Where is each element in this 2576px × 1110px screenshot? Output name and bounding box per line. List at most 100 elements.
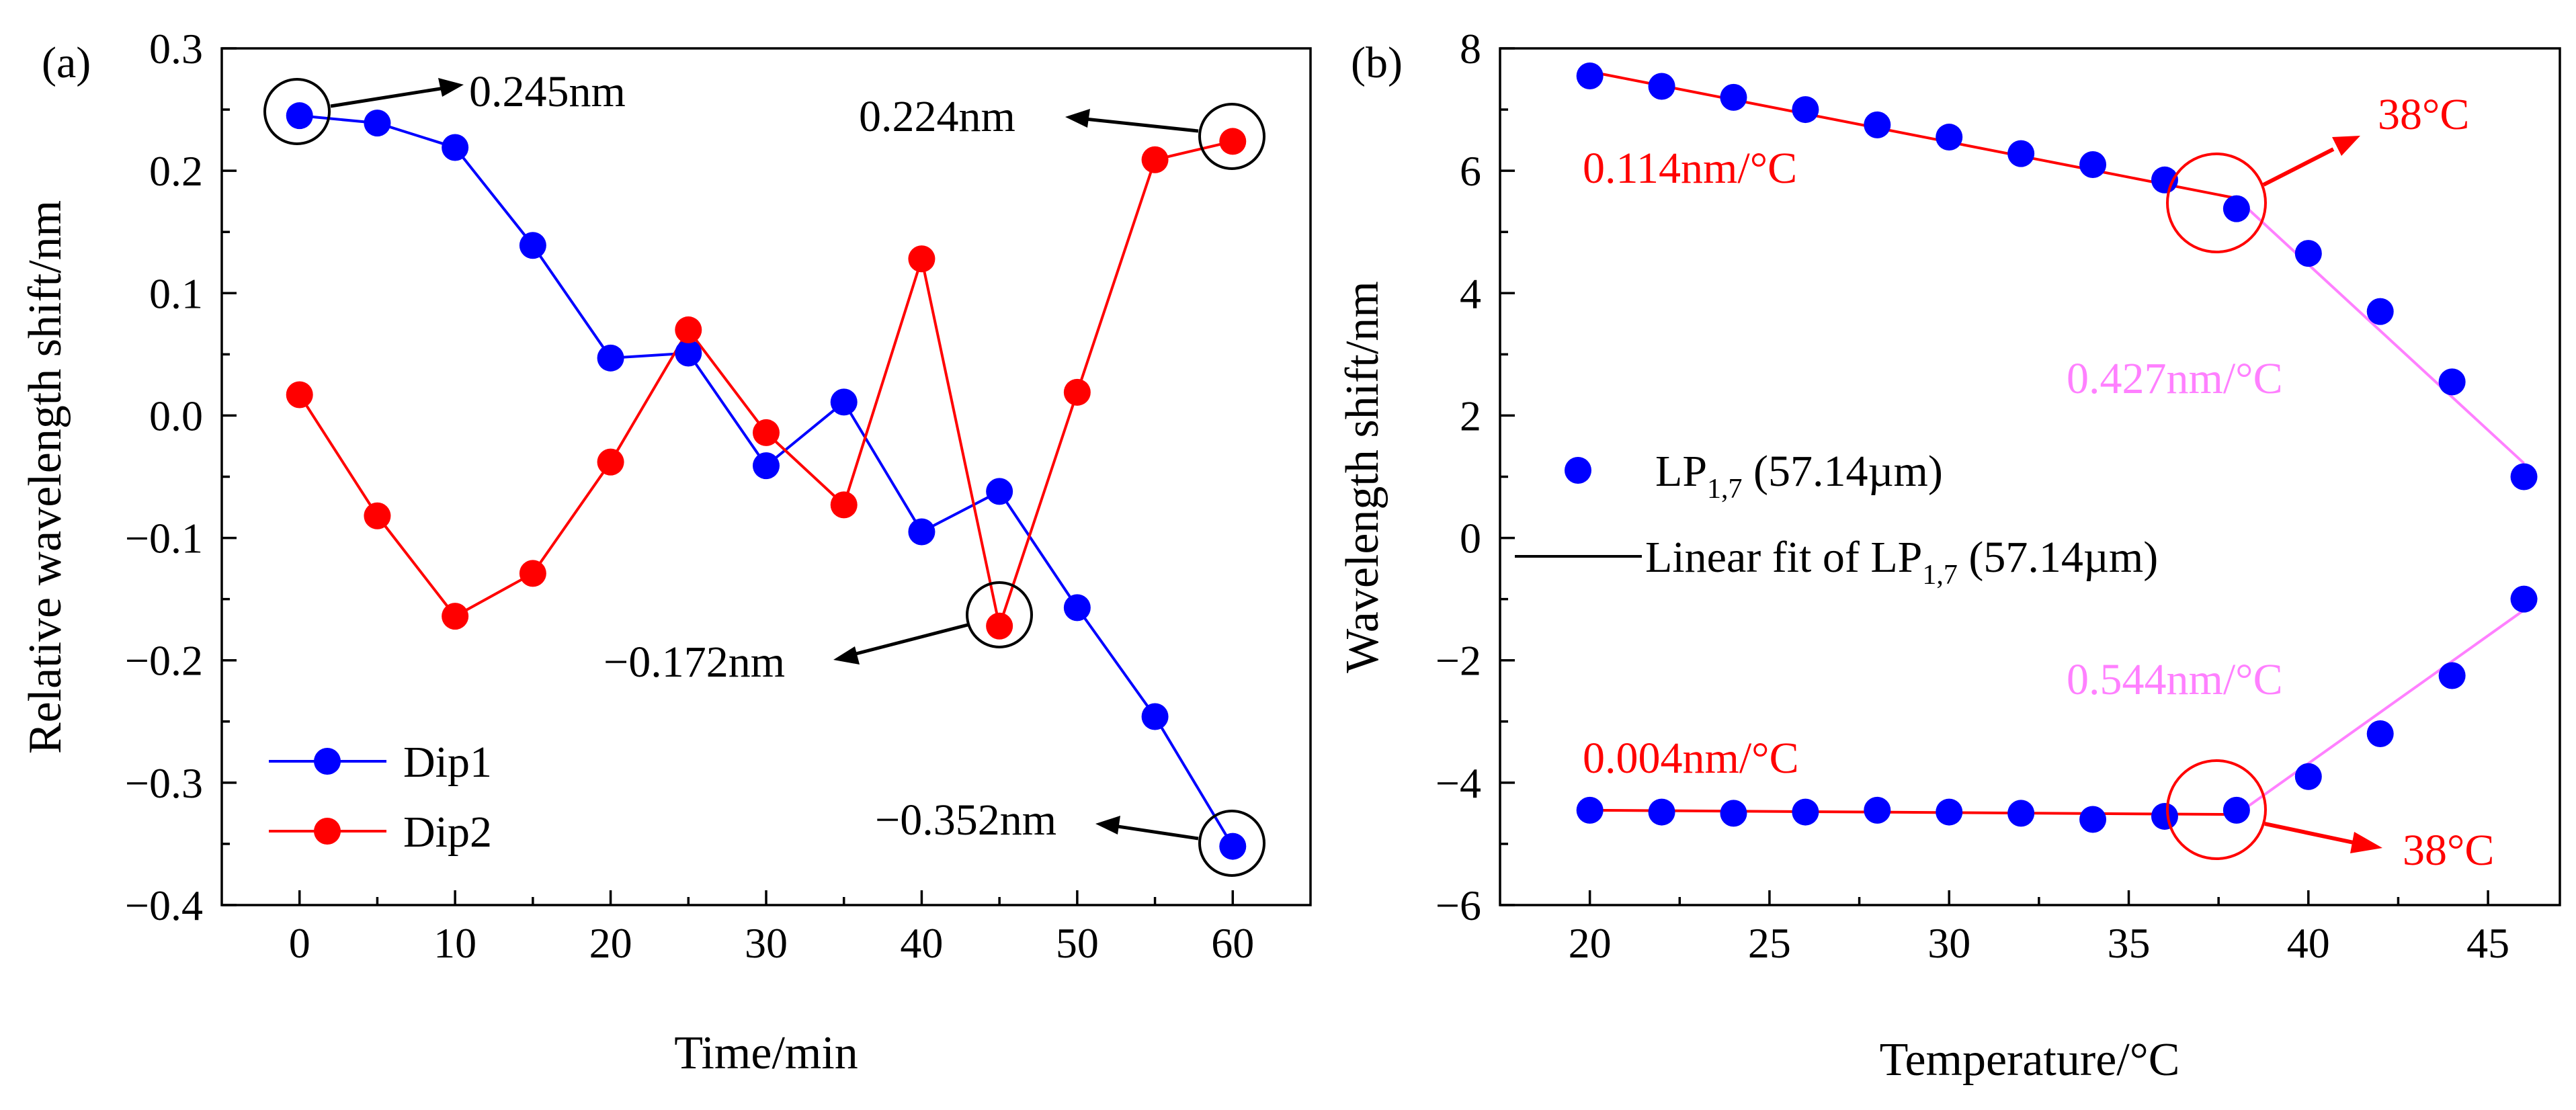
panel-a-label: (a) <box>42 38 91 87</box>
annotation-arrow-dip1-start <box>330 84 458 108</box>
data-point-lower-t20 <box>1576 796 1604 824</box>
annotation-label-neg0172: −0.172nm <box>604 638 785 687</box>
legend-label-dip2: Dip2 <box>403 808 492 857</box>
y-tick-label-neg0p2: −0.2 <box>125 637 203 685</box>
data-point-lower-t34 <box>2079 806 2107 833</box>
data-point-lower-t32 <box>2007 800 2035 827</box>
data-point-lower-t28 <box>1864 796 1891 824</box>
annotation-slope-upper-left: 0.114nm/°C <box>1583 144 1797 193</box>
data-point-dip2-t50 <box>1063 378 1091 406</box>
fit-line-2 <box>1589 808 2237 816</box>
arrowhead-icon <box>438 78 464 97</box>
annotation-arrow-dip1-end <box>1108 823 1199 841</box>
data-point-lower-t30 <box>1936 798 1963 826</box>
annotation-temp-lower: 38°C <box>2403 826 2494 875</box>
data-point-dip2-t55 <box>1141 146 1169 173</box>
data-point-dip1-t15 <box>519 232 546 259</box>
annotation-arrow-lower-break <box>2264 822 2354 845</box>
panel-a-y-axis-title: Relative wavelength shift/nm <box>19 200 71 754</box>
data-point-dip1-t60 <box>1219 832 1247 860</box>
annotation-slope-lower-right: 0.544nm/°C <box>2067 655 2283 704</box>
data-point-upper-t40 <box>2294 240 2322 267</box>
data-point-upper-t46 <box>2510 463 2538 490</box>
data-point-lower-t46 <box>2510 585 2538 613</box>
x-tick-label-45: 45 <box>2466 919 2509 967</box>
data-point-dip2-t35 <box>830 491 858 519</box>
annotation-circle-dip2-dip <box>966 581 1033 648</box>
data-point-dip2-t45 <box>986 612 1013 640</box>
data-point-dip1-t5 <box>364 110 391 137</box>
data-point-lower-t26 <box>1792 798 1819 826</box>
data-point-upper-t24 <box>1720 83 1747 111</box>
x-tick-label-30: 30 <box>745 919 788 967</box>
y-tick-label-neg6: −6 <box>1436 882 1481 929</box>
panel-b-ticks: 20 25 30 35 40 45 −6 −4 −2 0 2 4 6 8 <box>1436 25 2509 967</box>
data-point-dip2-t15 <box>519 560 546 587</box>
y-tick-label-0: 0.0 <box>149 392 203 439</box>
data-point-upper-t28 <box>1864 111 1891 138</box>
y-tick-label-neg4: −4 <box>1436 759 1481 807</box>
data-point-dip2-t25 <box>675 316 702 343</box>
annotation-circle-lower-break <box>2166 759 2267 860</box>
legend-fit-sub: 1,7 <box>1922 560 1958 591</box>
y-tick-label-0: 0 <box>1460 515 1481 562</box>
legend-label-fit: Linear fit of LP1,7 (57.14µm) <box>1645 533 2158 591</box>
data-point-upper-t20 <box>1576 62 1604 89</box>
annotation-circle-dip1-start <box>263 78 331 145</box>
panel-b-y-axis-title: Wavelength shift/nm <box>1337 281 1388 673</box>
annotation-label-0224: 0.224nm <box>859 92 1015 141</box>
panel-b-fit-lines <box>1589 70 2525 816</box>
legend-fit-rest: (57.14µm) <box>1958 533 2158 582</box>
panel-b: (b) 20 25 30 35 40 45 −6 −4 −2 0 2 4 6 8 0.114nm/°C 0… <box>1337 25 2561 1086</box>
data-point-dip2-t20 <box>597 448 624 476</box>
legend-label-scatter: LP1,7 (57.14µm) <box>1655 447 1943 505</box>
panel-a-series-points <box>286 102 1247 860</box>
annotation-label-0245: 0.245nm <box>469 67 626 116</box>
panel-b-legend: LP1,7 (57.14µm) Linear fit of LP1,7 (57.… <box>1515 447 2158 591</box>
data-point-dip2-t10 <box>442 603 469 630</box>
annotation-arrow-upper-break <box>2262 147 2335 187</box>
y-tick-label-neg0p1: −0.1 <box>125 515 203 562</box>
annotation-arrow-dip2-end <box>1078 116 1199 133</box>
data-point-dip2-t40 <box>908 245 936 273</box>
legend-label-dip1: Dip1 <box>403 738 492 787</box>
data-point-dip1-t50 <box>1063 594 1091 622</box>
data-point-lower-t42 <box>2366 720 2394 747</box>
data-point-dip1-t25 <box>675 339 702 367</box>
fit-line-1 <box>2235 197 2525 464</box>
panel-b-annotations: 0.114nm/°C 0.427nm/°C 0.544nm/°C 0.004nm… <box>1583 90 2494 875</box>
x-tick-label-50: 50 <box>1056 919 1099 967</box>
data-point-dip1-t30 <box>753 452 780 480</box>
x-tick-label-30: 30 <box>1927 919 1970 967</box>
data-point-lower-t40 <box>2294 763 2322 790</box>
panel-a-ticks: 0 10 20 30 40 50 60 −0.4 −0.3 −0.2 −0.1 0.0 0.1 0.2 0.… <box>125 25 1254 967</box>
arrowhead-icon <box>1095 816 1120 835</box>
data-point-lower-t38 <box>2222 796 2250 824</box>
data-point-upper-t22 <box>1648 73 1675 100</box>
data-point-lower-t44 <box>2438 662 2466 689</box>
x-tick-label-20: 20 <box>1569 919 1612 967</box>
x-tick-label-60: 60 <box>1211 919 1254 967</box>
y-tick-label-neg0p4: −0.4 <box>125 882 203 929</box>
legend-scatter-main: LP <box>1655 447 1707 496</box>
data-point-dip2-t30 <box>753 419 780 446</box>
y-tick-label-8: 8 <box>1460 25 1481 73</box>
data-point-dip2-t0 <box>286 381 313 409</box>
panel-b-series-points <box>1576 62 2538 833</box>
data-point-upper-t30 <box>1936 124 1963 151</box>
annotation-slope-upper-right: 0.427nm/°C <box>2067 354 2283 403</box>
legend-fit-main: Linear fit of LP <box>1645 533 1922 582</box>
annotation-temp-upper: 38°C <box>2378 90 2469 139</box>
data-point-upper-t32 <box>2007 140 2035 167</box>
data-point-dip1-t55 <box>1141 703 1169 730</box>
y-tick-label-2: 2 <box>1460 392 1481 439</box>
annotation-circle-dip2-end <box>1198 103 1265 170</box>
data-point-dip1-t10 <box>442 134 469 161</box>
y-tick-label-0p2: 0.2 <box>149 147 203 195</box>
data-point-upper-t34 <box>2079 151 2107 179</box>
x-tick-label-40: 40 <box>900 919 943 967</box>
arrowhead-icon <box>2350 832 2382 853</box>
y-tick-label-0p3: 0.3 <box>149 25 203 73</box>
